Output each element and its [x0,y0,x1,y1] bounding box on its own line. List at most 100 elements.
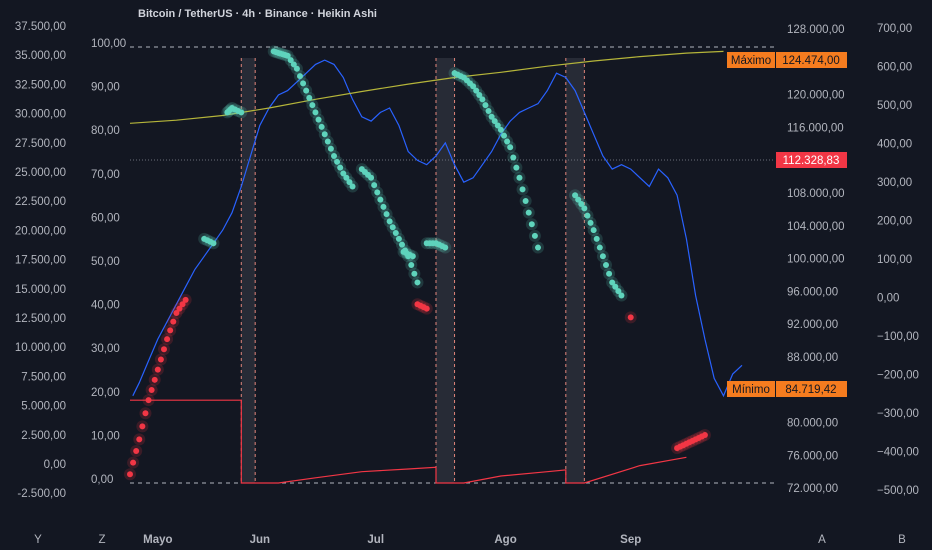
highlight-band-2 [565,58,585,483]
dot-marker-8 [290,61,297,68]
dot-marker-121 [151,376,158,383]
x-tick-3: Ago [494,534,516,546]
left-outer-tick-13: 5.000,00 [21,401,66,413]
right-tick-2: 500,00 [877,100,912,112]
dot-marker-96 [535,244,541,251]
dot-marker-127 [170,318,177,325]
chart-title: Bitcoin / TetherUS · 4h · Binance · Heik… [138,8,377,20]
x-tick-4: Sep [620,534,641,546]
series-line-2 [130,399,687,484]
dot-marker-108 [606,270,613,277]
dot-marker-83 [494,122,501,129]
dot-marker-116 [136,436,143,443]
dot-marker-126 [167,327,174,334]
dot-marker-12 [303,87,310,94]
dot-marker-89 [513,164,520,171]
dot-marker-81 [488,113,495,120]
dot-marker-48 [386,218,393,225]
dot-marker-135 [423,305,430,312]
x-tick-1: Jun [250,534,270,546]
dot-marker-93 [525,209,532,216]
dot-marker-46 [380,203,387,210]
dot-marker-131 [182,296,189,303]
dot-marker-23 [337,164,344,171]
price-tag-value-0: 124.474,00 [782,55,840,67]
dot-marker-34 [238,109,245,116]
dot-marker-76 [473,87,480,94]
dot-marker-10 [297,73,303,80]
dot-marker-51 [395,235,402,242]
dot-marker-102 [587,219,594,226]
dot-marker-107 [603,262,609,268]
dot-marker-99 [578,200,585,207]
price-tick-8: 96.000,00 [787,286,838,298]
price-tag-box-1 [776,152,847,168]
left-inner-tick-8: 20,00 [91,387,120,399]
left-outer-tick-2: 32.500,00 [15,79,66,91]
dot-marker-22 [334,158,341,165]
dot-marker-68 [442,244,449,251]
price-tick-13: 76.000,00 [787,450,838,462]
dot-marker-110 [612,283,619,290]
price-tag-label-0: Máximo [731,55,771,67]
right-tick-3: 400,00 [877,139,912,151]
price-tag-box-2 [776,381,847,397]
dot-marker-26 [346,179,353,186]
right-tick-4: 300,00 [877,177,912,189]
price-tick-6: 104.000,00 [787,221,845,233]
dot-marker-103 [590,227,597,234]
left-outer-tick-14: 2.500,00 [21,430,66,442]
left-outer-tick-9: 15.000,00 [15,284,66,296]
dot-marker-45 [377,196,384,203]
dot-marker-128 [173,309,180,316]
left-inner-tick-5: 50,00 [91,256,120,268]
dot-marker-125 [164,336,171,343]
dot-marker-75 [470,83,477,90]
left-outer-tick-6: 22.500,00 [15,196,66,208]
x-tick-0: Mayo [143,534,172,546]
dot-marker-56 [411,270,418,277]
dot-marker-136 [627,314,634,321]
dot-marker-57 [414,279,421,286]
dot-marker-79 [482,102,489,109]
left-inner-tick-3: 70,00 [91,169,120,181]
left-inner-tick-7: 30,00 [91,343,120,355]
price-tick-12: 80.000,00 [787,418,838,430]
right-tick-11: −400,00 [877,447,919,459]
left-outer-tick-3: 30.000,00 [15,109,66,121]
left-inner-tick-4: 60,00 [91,212,120,224]
left-inner-tick-1: 90,00 [91,82,120,94]
dot-marker-11 [300,80,307,87]
price-tick-7: 100.000,00 [787,254,845,266]
left-outer-tick-15: 0,00 [44,459,66,471]
dot-marker-7 [287,57,294,64]
dot-marker-18 [321,131,328,138]
dot-marker-82 [491,118,498,125]
dot-marker-146 [701,432,708,439]
left-inner-tick-6: 40,00 [91,300,120,312]
price-tick-5: 108.000,00 [787,188,845,200]
dot-marker-50 [392,230,399,237]
dot-marker-90 [516,174,523,181]
dot-marker-55 [408,262,415,268]
dot-marker-13 [306,94,313,101]
bottom-marker-0: Y [34,534,42,546]
dot-marker-111 [615,288,622,295]
dot-marker-117 [139,423,146,430]
right-tick-0: 700,00 [877,23,912,35]
bottom-marker-1: Z [98,534,105,546]
dot-marker-52 [399,241,405,248]
dot-marker-130 [179,301,186,308]
price-tick-14: 72.000,00 [787,483,838,495]
dot-marker-129 [176,305,183,312]
dot-marker-114 [130,459,137,466]
left-outer-tick-11: 10.000,00 [15,342,66,354]
dot-marker-85 [501,132,507,139]
left-inner-tick-2: 80,00 [91,125,120,137]
price-tick-3: 116.000,00 [787,122,844,134]
dot-marker-91 [519,186,526,193]
price-tick-9: 92.000,00 [787,319,838,331]
dot-marker-113 [127,471,133,478]
dot-marker-98 [575,196,582,203]
